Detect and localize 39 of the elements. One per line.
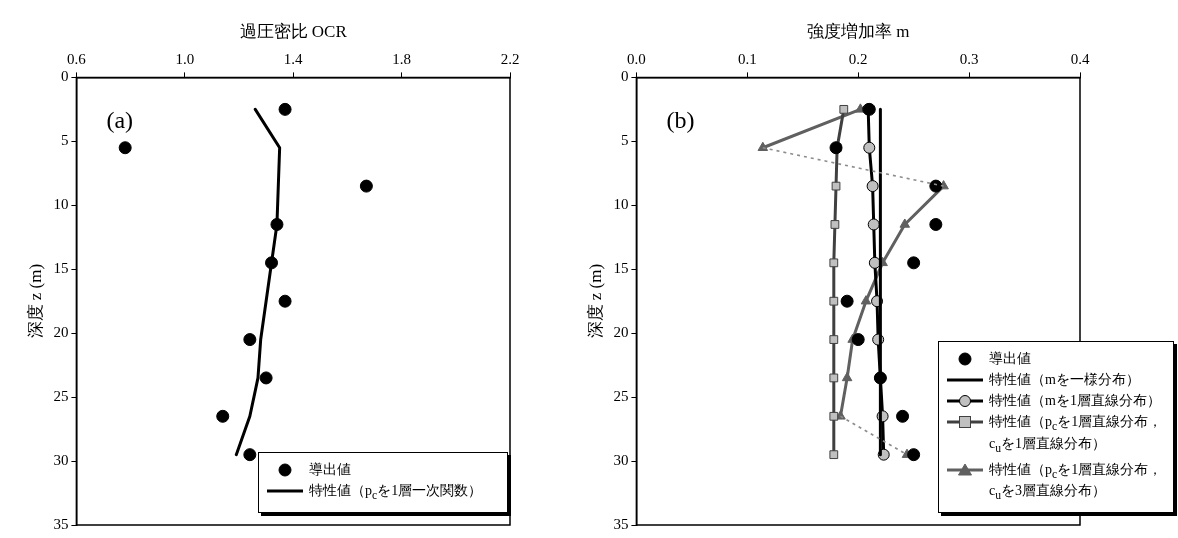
y-tick-label: 25 [53, 388, 69, 405]
x-tick-label: 0.4 [1070, 51, 1090, 68]
x-tick-label: 0.6 [67, 51, 87, 68]
y-tick-label: 15 [613, 260, 629, 277]
x-tick-label: 2.2 [500, 51, 520, 68]
x-tick-label: 1.0 [175, 51, 195, 68]
x-tick-label: 0.2 [848, 51, 868, 68]
x-tick-label: 1.4 [283, 51, 304, 68]
y-tick-label: 20 [613, 324, 629, 341]
y-tick-label: 30 [613, 451, 629, 468]
y-tick-label: 20 [53, 324, 69, 341]
annotation: (b) [666, 106, 695, 133]
y-tick-label: 30 [53, 451, 69, 468]
legend-label: 特性値（p$_{c}$を1層一次関数） [309, 482, 483, 504]
y-tick-label: 25 [613, 388, 629, 405]
y-tick-label: 15 [53, 260, 69, 277]
x-axis-title: 強度増加率 m [806, 21, 910, 41]
y-tick-label: 35 [53, 515, 69, 532]
x-tick-label: 0.3 [959, 51, 979, 68]
text: 特性値（p$_{c}$を1層直線分布，c$_{u}$を3層直線分布） [989, 461, 1163, 503]
y-tick-label: 0 [60, 68, 69, 85]
legend-label: 特性値（mを1層直線分布） [989, 392, 1161, 409]
x-tick-label: 0.0 [627, 51, 646, 68]
x-tick-label: 0.1 [737, 51, 757, 68]
legend-label: 導出値 [309, 461, 351, 478]
y-axis-title: 深度 z (m) [585, 263, 605, 339]
y-tick-label: 10 [613, 196, 629, 213]
y-tick-label: 5 [620, 132, 629, 149]
x-tick-label: 1.8 [392, 51, 411, 68]
x-axis-title: 過圧密比 OCR [239, 21, 348, 41]
legend-label: 導出値 [989, 350, 1031, 367]
legend-label: 特性値（mを一様分布） [989, 371, 1140, 388]
y-tick-label: 35 [613, 515, 629, 532]
y-tick-label: 10 [53, 196, 69, 213]
y-tick-label: 5 [60, 132, 69, 149]
y-axis-title: 深度 z (m) [25, 263, 45, 339]
annotation: (a) [106, 106, 134, 133]
text: 特性値（p$_{c}$を1層直線分布，c$_{u}$を1層直線分布） [989, 414, 1163, 455]
y-tick-label: 0 [620, 68, 629, 85]
